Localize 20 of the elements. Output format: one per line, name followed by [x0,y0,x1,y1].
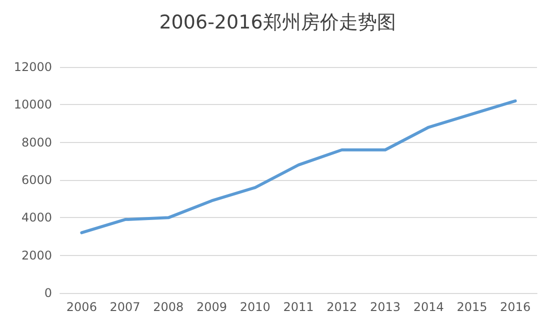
x-tick-label: 2007 [110,300,140,314]
y-tick-label: 6000 [21,173,52,187]
y-tick-label: 8000 [21,135,52,150]
x-tick-label: 2009 [196,300,228,314]
x-tick-label: 2011 [283,300,314,314]
x-tick-label: 2015 [456,300,488,314]
x-tick-label: 2008 [153,300,184,314]
y-tick-label: 4000 [21,210,52,225]
x-tick-label: 2006 [66,300,97,314]
chart-title: 2006-2016郑州房价走势图 [159,12,396,34]
x-tick-label: 2012 [326,300,358,314]
y-tick-label: 10000 [14,98,52,112]
x-tick-label: 2010 [240,300,270,314]
x-tick-label: 2013 [370,300,400,314]
line-series [80,99,517,234]
y-tick-label: 0 [44,286,52,300]
y-tick-label: 12000 [14,60,52,74]
x-tick-label: 2014 [413,300,444,314]
x-tick-label: 2016 [500,300,531,314]
y-tick-label: 2000 [21,248,52,262]
